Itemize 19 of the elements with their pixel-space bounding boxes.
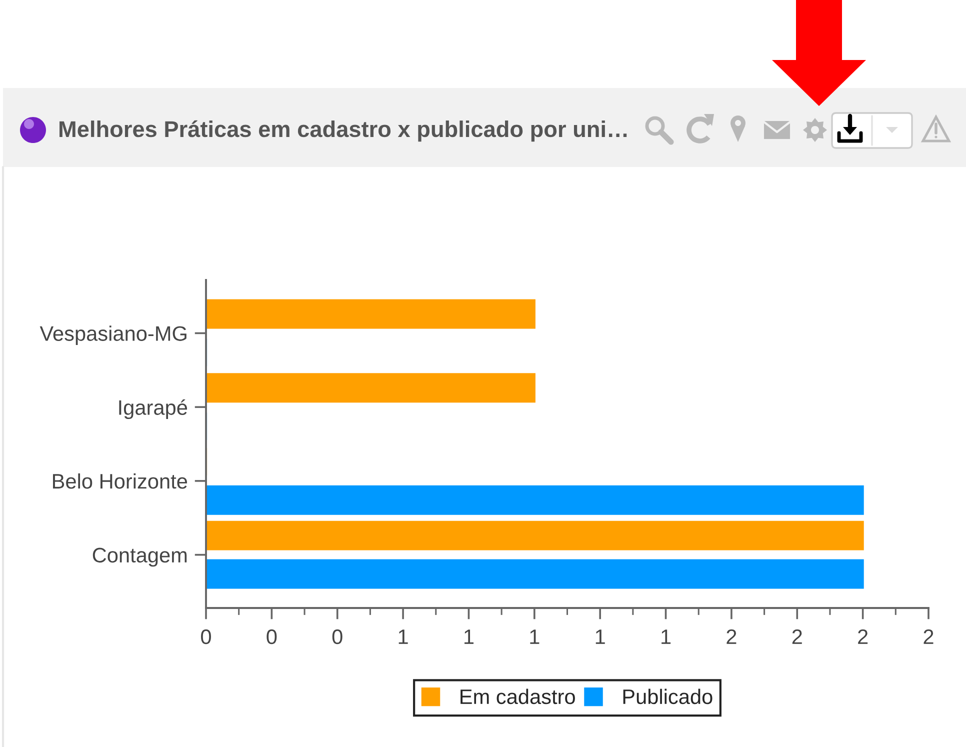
- x-tick-label: 2: [924, 629, 934, 644]
- x-tick-label: 1: [596, 630, 605, 644]
- legend-label: Em cadastro: [460, 688, 575, 704]
- x-tick-label: 0: [332, 629, 342, 644]
- y-tick-label: Igarapé: [119, 399, 188, 420]
- x-tick-label: 1: [398, 630, 408, 644]
- x-tick-label: 1: [464, 630, 474, 644]
- chart-title: Melhores Práticas em cadastro x publicado por uni…: [60, 120, 627, 142]
- x-tick-label: 0: [266, 629, 277, 644]
- x-tick-label: 1: [662, 630, 671, 644]
- x-tick-label: 2: [726, 629, 736, 644]
- x-tick-label: 0: [201, 629, 211, 644]
- y-tick-label: Belo Horizonte: [53, 473, 188, 489]
- y-tick-label: Contagem: [92, 548, 187, 567]
- x-tick-label: 2: [858, 629, 868, 644]
- y-tick-label: Vespasiano-MG: [40, 326, 186, 346]
- x-tick-label: 1: [530, 630, 540, 644]
- legend-label: Publicado: [623, 688, 712, 704]
- x-tick-label: 2: [792, 629, 802, 644]
